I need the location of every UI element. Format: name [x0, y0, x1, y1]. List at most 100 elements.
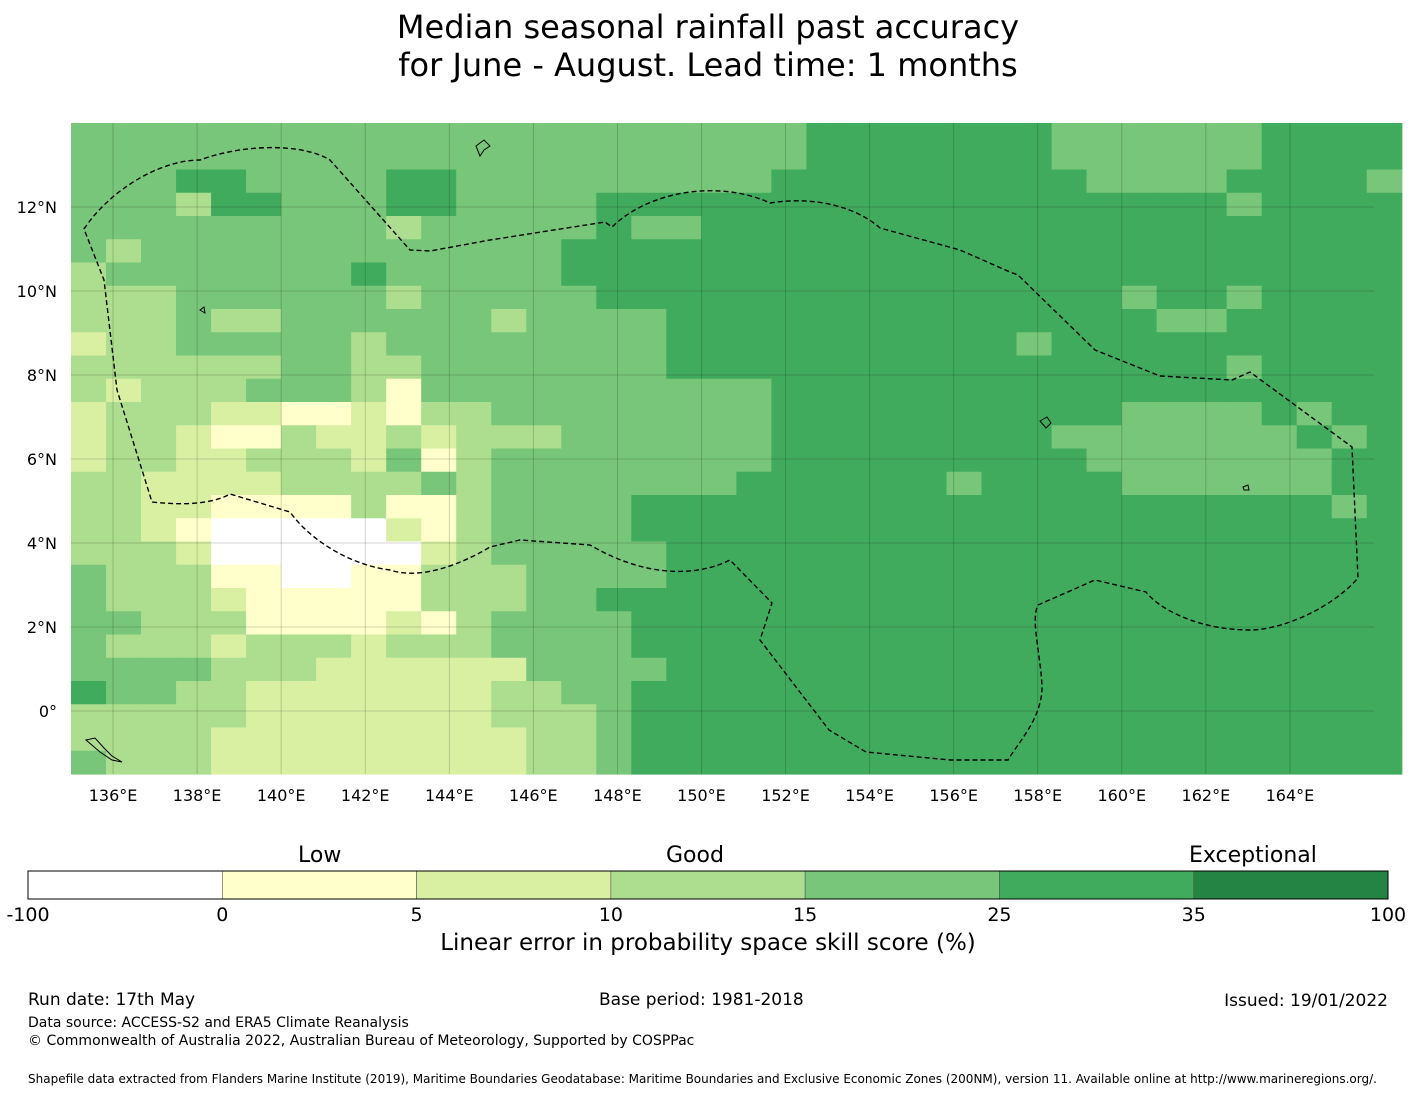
- grid-cell: [876, 657, 913, 682]
- grid-cell: [1331, 448, 1368, 473]
- grid-cell: [561, 169, 597, 194]
- grid-cell: [281, 402, 317, 426]
- grid-cell: [316, 123, 352, 147]
- grid-cell: [386, 216, 422, 240]
- grid-cell: [526, 727, 562, 752]
- grid-cell: [736, 332, 772, 357]
- grid-cell: [701, 192, 737, 217]
- grid-cell: [246, 681, 282, 705]
- grid-cell: [631, 704, 667, 729]
- grid-cell: [526, 262, 562, 287]
- grid-cell: [246, 239, 282, 264]
- grid-cell: [526, 704, 562, 729]
- grid-cell: [386, 262, 422, 287]
- grid-cell: [526, 216, 562, 240]
- grid-cell: [701, 448, 737, 473]
- grid-cell: [316, 216, 352, 240]
- grid-cell: [211, 355, 247, 380]
- grid-cell: [666, 402, 702, 426]
- grid-cell: [701, 541, 737, 566]
- grid-cell: [876, 239, 913, 264]
- grid-cell: [141, 355, 177, 380]
- grid-cell: [701, 146, 737, 171]
- grid-cell: [71, 704, 107, 729]
- grid-cell: [1296, 262, 1333, 287]
- grid-cell: [1086, 611, 1123, 636]
- grid-cell: [351, 681, 387, 705]
- grid-cell: [701, 216, 737, 240]
- grid-cell: [141, 309, 177, 333]
- grid-cell: [386, 750, 422, 775]
- grid-cell: [211, 471, 247, 496]
- grid-cell: [736, 192, 772, 217]
- grid-cell: [211, 192, 247, 217]
- grid-cell: [1296, 727, 1333, 752]
- grid-cell: [176, 425, 212, 450]
- grid-cell: [806, 169, 843, 194]
- grid-cell: [806, 402, 843, 426]
- grid-cell: [1121, 378, 1158, 403]
- grid-cell: [911, 262, 948, 287]
- grid-cell: [456, 750, 492, 775]
- grid-cell: [1226, 332, 1263, 357]
- grid-cell: [1261, 518, 1298, 543]
- grid-cell: [771, 146, 808, 171]
- grid-cell: [596, 123, 632, 147]
- grid-cell: [631, 564, 667, 589]
- grid-cell: [1366, 611, 1403, 636]
- grid-cell: [1156, 309, 1193, 333]
- grid-cell: [246, 588, 282, 612]
- grid-cell: [1296, 239, 1333, 264]
- grid-cell: [561, 518, 597, 543]
- grid-cell: [281, 239, 317, 264]
- colorbar-tick-label: 100: [1370, 904, 1406, 926]
- grid-cell: [176, 471, 212, 496]
- grid-cell: [771, 402, 808, 426]
- grid-cell: [211, 285, 247, 310]
- grid-cell: [421, 262, 457, 287]
- grid-cell: [106, 541, 142, 566]
- grid-cell: [1051, 378, 1088, 403]
- grid-cell: [106, 657, 142, 682]
- grid-cell: [841, 704, 878, 729]
- grid-cell: [701, 378, 737, 403]
- grid-cell: [911, 192, 948, 217]
- grid-cell: [1121, 727, 1158, 752]
- grid-cell: [456, 495, 492, 519]
- grid-cell: [876, 681, 913, 705]
- longitude-tick-label: 152°E: [761, 786, 810, 805]
- grid-cell: [806, 309, 843, 333]
- grid-cell: [421, 564, 457, 589]
- grid-cell: [946, 727, 983, 752]
- grid-cell: [1296, 309, 1333, 333]
- grid-cell: [1331, 402, 1368, 426]
- grid-cell: [526, 332, 562, 357]
- grid-cell: [211, 588, 247, 612]
- grid-cell: [176, 704, 212, 729]
- grid-cell: [246, 309, 282, 333]
- grid-cell: [981, 285, 1018, 310]
- grid-cell: [351, 216, 387, 240]
- grid-cell: [806, 541, 843, 566]
- longitude-tick-label: 164°E: [1266, 786, 1315, 805]
- grid-cell: [246, 332, 282, 357]
- grid-cell: [71, 332, 107, 357]
- grid-cell: [1331, 588, 1368, 612]
- grid-cell: [771, 750, 808, 775]
- grid-cell: [1156, 355, 1193, 380]
- grid-cell: [1226, 704, 1263, 729]
- grid-cell: [981, 402, 1018, 426]
- grid-cell: [106, 378, 142, 403]
- grid-cell: [946, 681, 983, 705]
- grid-cell: [806, 495, 843, 519]
- grid-cell: [701, 123, 737, 147]
- grid-cell: [1156, 634, 1193, 659]
- grid-cell: [946, 169, 983, 194]
- grid-cell: [71, 448, 107, 473]
- grid-cell: [1366, 123, 1403, 147]
- grid-cell: [1016, 378, 1053, 403]
- colorbar: [27, 870, 1389, 900]
- grid-cell: [211, 332, 247, 357]
- grid-cell: [701, 727, 737, 752]
- grid-cell: [771, 495, 808, 519]
